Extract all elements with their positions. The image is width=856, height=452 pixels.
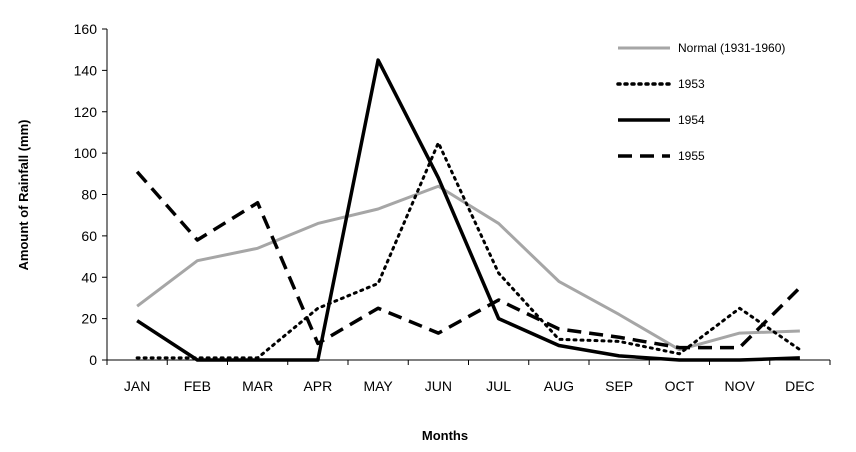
- x-tick-label: APR: [303, 378, 332, 394]
- legend-label: 1953: [678, 77, 705, 91]
- x-tick-label: NOV: [724, 378, 755, 394]
- series-line-1954: [136, 58, 800, 362]
- x-tick-label: SEP: [605, 378, 633, 394]
- x-tick-label: JAN: [124, 378, 150, 394]
- y-axis-title: Amount of Rainfall (mm): [16, 120, 31, 271]
- series-lines: [135, 58, 802, 362]
- legend: Normal (1931-1960) 1953 1954 1955: [616, 41, 785, 163]
- x-tick-label: OCT: [665, 378, 695, 394]
- y-tick-label: 60: [81, 228, 97, 244]
- y-tick-labels: 0 20 40 60 80 100 120 140 160: [74, 21, 107, 368]
- y-tick-label: 100: [74, 145, 98, 161]
- y-tick-label: 0: [89, 352, 97, 368]
- axes: [106, 29, 830, 361]
- y-tick-label: 20: [81, 311, 97, 327]
- y-tick-label: 40: [81, 269, 97, 285]
- legend-label: 1954: [678, 113, 705, 127]
- x-tick-label: DEC: [785, 378, 815, 394]
- y-tick-label: 140: [74, 62, 98, 78]
- x-tick-label: JUL: [486, 378, 511, 394]
- series-line-1955: [135, 170, 802, 350]
- x-tick-label: MAY: [363, 378, 393, 394]
- x-tick-label: MAR: [242, 378, 273, 394]
- y-tick-label: 120: [74, 104, 98, 120]
- x-axis-title: Months: [422, 428, 468, 443]
- x-tick-label: FEB: [184, 378, 211, 394]
- x-tick-labels: JAN FEB MAR APR MAY JUN JUL AUG SEP OCT NOV DEC: [106, 360, 831, 394]
- y-tick-label: 80: [81, 187, 97, 203]
- y-tick-label: 160: [74, 21, 98, 37]
- legend-label: Normal (1931-1960): [678, 41, 785, 55]
- x-tick-label: AUG: [544, 378, 574, 394]
- legend-label: 1955: [678, 149, 705, 163]
- x-tick-label: JUN: [425, 378, 452, 394]
